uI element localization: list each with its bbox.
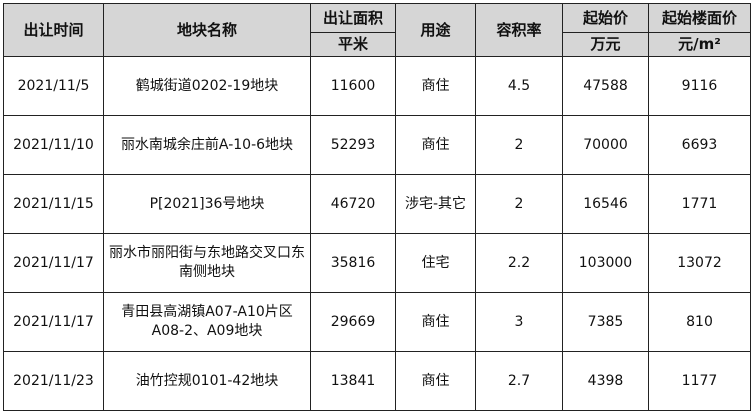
header-name: 地块名称	[103, 3, 311, 57]
table-row: 2021/11/15 P[2021]36号地块 46720 涉宅-其它 2 16546 17…	[3, 174, 751, 234]
cell-far: 2.7	[475, 351, 563, 411]
cell-date: 2021/11/15	[3, 174, 104, 234]
cell-price: 47588	[562, 56, 649, 116]
header-area-unit: 平米	[310, 32, 396, 57]
table-row: 2021/11/5 鹤城街道0202-19地块 11600 商住 4.5 47588 911…	[3, 56, 751, 116]
cell-date: 2021/11/10	[3, 115, 104, 175]
cell-area: 11600	[310, 56, 396, 116]
cell-area: 46720	[310, 174, 396, 234]
cell-price: 4398	[562, 351, 649, 411]
cell-name: 丽水市丽阳街与东地路交叉口东南侧地块	[103, 233, 311, 293]
cell-name: 鹤城街道0202-19地块	[103, 56, 311, 116]
header-use: 用途	[395, 3, 476, 57]
cell-date: 2021/11/23	[3, 351, 104, 411]
cell-name: 油竹控规0101-42地块	[103, 351, 311, 411]
cell-price: 16546	[562, 174, 649, 234]
cell-far: 3	[475, 292, 563, 352]
land-transfer-table: 出让时间 地块名称 出让面积 用途 容积率 起始价 起始楼面价 平米 万元 元/…	[3, 3, 751, 411]
table-row: 2021/11/17 丽水市丽阳街与东地路交叉口东南侧地块 35816 住宅 2.2 10…	[3, 233, 751, 293]
cell-area: 29669	[310, 292, 396, 352]
cell-area: 52293	[310, 115, 396, 175]
cell-floor-price: 1771	[648, 174, 751, 234]
cell-price: 7385	[562, 292, 649, 352]
cell-date: 2021/11/17	[3, 292, 104, 352]
cell-far: 2.2	[475, 233, 563, 293]
header-date: 出让时间	[3, 3, 104, 57]
cell-use: 涉宅-其它	[395, 174, 476, 234]
cell-floor-price: 13072	[648, 233, 751, 293]
cell-price: 70000	[562, 115, 649, 175]
header-area: 出让面积	[310, 3, 396, 33]
table-row: 2021/11/23 油竹控规0101-42地块 13841 商住 2.7 4398 117…	[3, 351, 751, 411]
cell-floor-price: 1177	[648, 351, 751, 411]
cell-date: 2021/11/5	[3, 56, 104, 116]
cell-floor-price: 6693	[648, 115, 751, 175]
cell-use: 商住	[395, 351, 476, 411]
cell-far: 4.5	[475, 56, 563, 116]
cell-far: 2	[475, 115, 563, 175]
cell-use: 商住	[395, 292, 476, 352]
header-far: 容积率	[475, 3, 563, 57]
cell-floor-price: 810	[648, 292, 751, 352]
cell-price: 103000	[562, 233, 649, 293]
cell-use: 商住	[395, 115, 476, 175]
table-row: 2021/11/10 丽水南城余庄前A-10-6地块 52293 商住 2 70000 66…	[3, 115, 751, 175]
cell-use: 住宅	[395, 233, 476, 293]
cell-floor-price: 9116	[648, 56, 751, 116]
header-floor-price: 起始楼面价	[648, 3, 751, 33]
header-floor-price-unit: 元/m²	[648, 32, 751, 57]
header-price-unit: 万元	[562, 32, 649, 57]
cell-far: 2	[475, 174, 563, 234]
cell-name: P[2021]36号地块	[103, 174, 311, 234]
cell-date: 2021/11/17	[3, 233, 104, 293]
cell-name: 青田县高湖镇A07-A10片区A08-2、A09地块	[103, 292, 311, 352]
cell-use: 商住	[395, 56, 476, 116]
cell-area: 35816	[310, 233, 396, 293]
table-row: 2021/11/17 青田县高湖镇A07-A10片区A08-2、A09地块 2966…	[3, 292, 751, 352]
cell-name: 丽水南城余庄前A-10-6地块	[103, 115, 311, 175]
cell-area: 13841	[310, 351, 396, 411]
header-price: 起始价	[562, 3, 649, 33]
